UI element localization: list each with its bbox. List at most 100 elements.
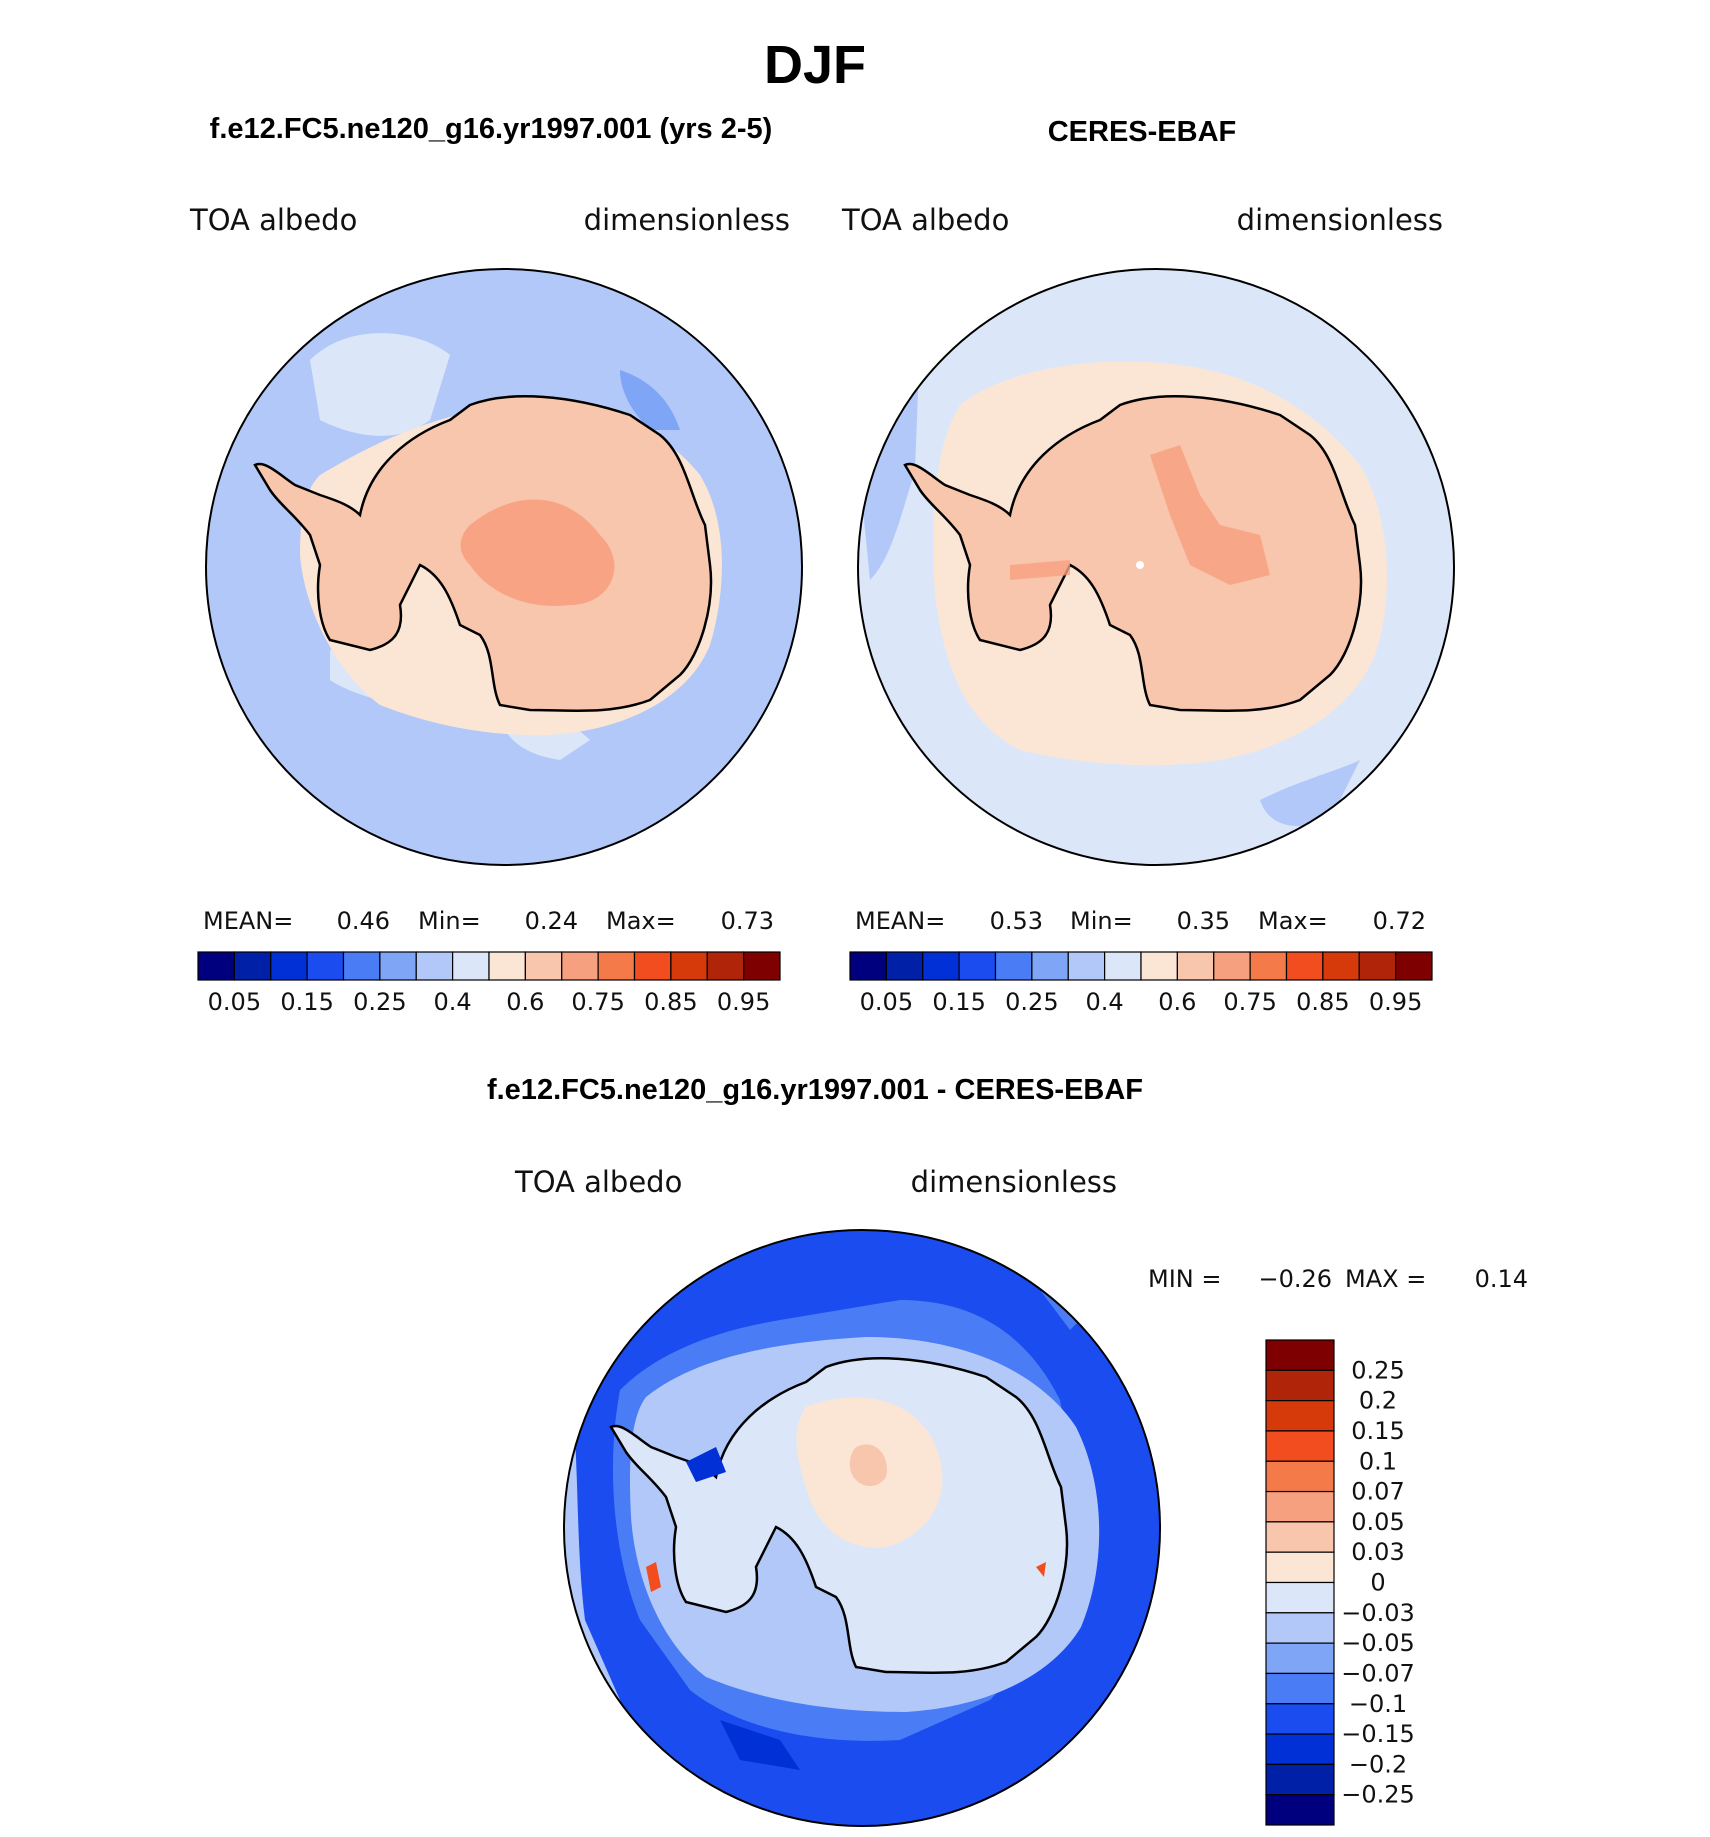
colorbar-obs-swatch [885, 951, 924, 981]
panel-obs-mean: 0.53 [990, 907, 1043, 935]
panel-model-units: dimensionless [584, 203, 790, 237]
colorbar-difference-swatch [1265, 1733, 1335, 1765]
colorbar-obs-tick-label: 0.25 [1005, 988, 1058, 1016]
colorbar-difference-swatch [1265, 1369, 1335, 1402]
colorbar-obs-tick-label: 0.75 [1223, 988, 1276, 1016]
panel-model-mean: 0.46 [337, 907, 390, 935]
colorbar-difference-swatch [1265, 1794, 1335, 1826]
colorbar-model-swatch [597, 951, 636, 981]
panel-difference: f.e12.FC5.ne120_g16.yr1997.001 - CERES-E… [487, 1074, 1528, 1827]
colorbar-model-swatch [706, 951, 745, 981]
colorbar-model-swatch [633, 951, 672, 981]
colorbar-difference-swatch [1265, 1672, 1335, 1705]
difference-min-label: MIN = [1148, 1265, 1221, 1293]
colorbar-obs-swatch [922, 951, 960, 981]
panel-model-variable: TOA albedo [189, 203, 357, 237]
colorbar-obs-swatch [849, 951, 887, 981]
colorbar-obs: 0.05 0.15 0.25 0.4 0.6 0.75 0.85 0.95 [849, 951, 1433, 1016]
colorbar-model-tick-label: 0.95 [717, 988, 770, 1016]
colorbar-difference-tick-label: −0.15 [1341, 1720, 1415, 1748]
colorbar-difference-swatch [1265, 1703, 1335, 1735]
colorbar-model-swatch [561, 951, 599, 981]
colorbar-difference-tick-label: 0.07 [1351, 1478, 1404, 1506]
difference-variable: TOA albedo [514, 1165, 682, 1199]
colorbar-difference-tick-label: 0.05 [1351, 1508, 1404, 1536]
colorbar-difference-tick-label: 0.1 [1359, 1447, 1397, 1475]
panel-obs-max-label: Max= [1258, 907, 1328, 935]
colorbar-difference-swatch [1265, 1581, 1335, 1614]
colorbar-obs-swatch [1249, 951, 1288, 981]
panel-obs-units: dimensionless [1237, 203, 1443, 237]
map-difference [564, 1230, 1160, 1826]
difference-max-label: MAX = [1345, 1265, 1426, 1293]
colorbar-model-tick-label: 0.15 [280, 988, 333, 1016]
colorbar-obs-swatch [1176, 951, 1215, 981]
colorbar-model-tick-label: 0.25 [353, 988, 406, 1016]
colorbar-obs-tick-label: 0.6 [1158, 988, 1196, 1016]
colorbar-model-swatch [452, 951, 490, 981]
map-obs [858, 269, 1454, 865]
colorbar-difference: 0.250.20.150.10.070.050.030−0.03−0.05−0.… [1265, 1339, 1415, 1826]
colorbar-obs-swatch [1031, 951, 1069, 981]
colorbar-obs-swatch [1140, 951, 1178, 981]
panel-model-max-label: Max= [606, 907, 676, 935]
colorbar-difference-tick-label: 0 [1370, 1569, 1385, 1597]
colorbar-obs-swatch [1358, 951, 1397, 981]
difference-max: 0.14 [1475, 1265, 1528, 1293]
colorbar-difference-tick-label: 0.15 [1351, 1417, 1404, 1445]
colorbar-difference-tick-label: −0.07 [1341, 1659, 1415, 1687]
colorbar-obs-tick-label: 0.95 [1369, 988, 1422, 1016]
panel-model-title: f.e12.FC5.ne120_g16.yr1997.001 (yrs 2-5) [210, 113, 773, 145]
panel-model-max: 0.73 [721, 907, 774, 935]
panel-obs-variable: TOA albedo [841, 203, 1009, 237]
colorbar-difference-tick-label: 0.03 [1351, 1538, 1404, 1566]
colorbar-obs-tick-label: 0.85 [1296, 988, 1349, 1016]
panel-obs-mean-label: MEAN= [855, 907, 945, 935]
colorbar-difference-swatch [1265, 1430, 1335, 1462]
colorbar-model-tick-label: 0.85 [644, 988, 697, 1016]
figure-title: DJF [764, 35, 866, 95]
map-model [206, 269, 802, 865]
colorbar-model-swatch [670, 951, 708, 981]
colorbar-difference-swatch [1265, 1521, 1335, 1553]
colorbar-difference-swatch [1265, 1460, 1335, 1493]
colorbar-difference-tick-label: −0.25 [1341, 1781, 1415, 1809]
colorbar-model-swatch [197, 951, 235, 981]
colorbar-difference-swatch [1265, 1763, 1335, 1796]
colorbar-obs-swatch [1104, 951, 1142, 981]
colorbar-difference-swatch [1265, 1642, 1335, 1675]
colorbar-difference-swatch [1265, 1400, 1335, 1432]
colorbar-obs-swatch [1067, 951, 1106, 981]
colorbar-model-swatch [743, 951, 781, 981]
colorbar-difference-swatch [1265, 1551, 1335, 1584]
colorbar-obs-swatch [1395, 951, 1433, 981]
panel-model-min-label: Min= [418, 907, 481, 935]
colorbar-model-tick-label: 0.75 [571, 988, 624, 1016]
difference-units: dimensionless [911, 1165, 1117, 1199]
panel-obs-min: 0.35 [1177, 907, 1230, 935]
panel-obs-max: 0.72 [1373, 907, 1426, 935]
colorbar-difference-tick-label: −0.03 [1341, 1599, 1415, 1627]
panel-model: f.e12.FC5.ne120_g16.yr1997.001 (yrs 2-5)… [189, 113, 803, 1016]
panel-obs-title: CERES-EBAF [1048, 116, 1237, 148]
panel-obs: CERES-EBAF TOA albedo dimensionless MEAN… [841, 116, 1455, 1016]
difference-min: −0.26 [1258, 1265, 1332, 1293]
colorbar-difference-swatch [1265, 1339, 1335, 1371]
panel-model-mean-label: MEAN= [203, 907, 293, 935]
colorbar-model-tick-label: 0.05 [208, 988, 261, 1016]
colorbar-obs-tick-label: 0.05 [860, 988, 913, 1016]
colorbar-model-tick-label: 0.6 [506, 988, 544, 1016]
colorbar-model-swatch [524, 951, 563, 981]
colorbar-difference-swatch [1265, 1490, 1335, 1523]
colorbar-difference-tick-label: −0.05 [1341, 1629, 1415, 1657]
colorbar-difference-tick-label: 0.25 [1351, 1356, 1404, 1384]
colorbar-obs-swatch [994, 951, 1033, 981]
difference-title: f.e12.FC5.ne120_g16.yr1997.001 - CERES-E… [487, 1074, 1143, 1106]
colorbar-obs-swatch [1285, 951, 1324, 981]
colorbar-difference-tick-label: 0.2 [1359, 1387, 1397, 1415]
colorbar-model-swatch [415, 951, 454, 981]
colorbar-obs-tick-label: 0.15 [932, 988, 985, 1016]
colorbar-difference-swatch [1265, 1612, 1335, 1644]
colorbar-model-swatch [233, 951, 272, 981]
colorbar-model-swatch [488, 951, 526, 981]
